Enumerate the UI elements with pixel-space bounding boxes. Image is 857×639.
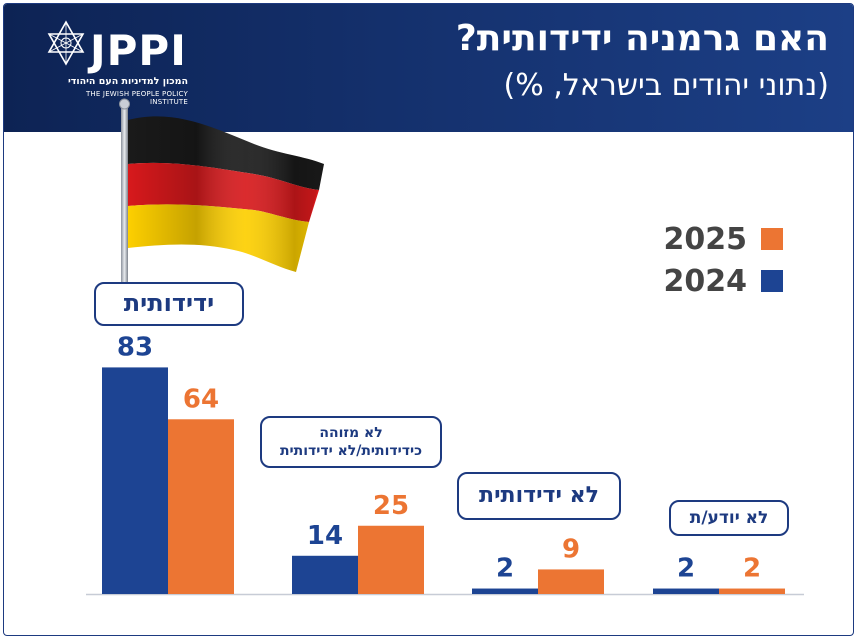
bar-2025-cat2 — [358, 525, 424, 594]
chart-title: האם גרמניה ידידותית? — [455, 18, 829, 59]
value-label-2024-cat2: 14 — [307, 521, 343, 551]
bar-2025-cat3 — [538, 569, 604, 594]
bar-2024-cat3 — [472, 588, 538, 594]
bar-2025-cat1 — [168, 419, 234, 594]
value-label-2024-cat1: 83 — [117, 332, 153, 362]
header-banner: JPPI המכון למדיניות העם היהודי THE JEWIS… — [4, 4, 853, 132]
legend-swatch-2025 — [761, 228, 783, 250]
legend-label-2024: 2024 — [663, 264, 748, 299]
category-label-box-2: לא מזוהה כידידותית/לא ידידותית — [260, 416, 442, 468]
bar-2024-cat2 — [292, 555, 358, 594]
category-label-box-3: לא ידידותית — [457, 472, 621, 520]
logo-hebrew-name: המכון למדיניות העם היהודי — [67, 76, 188, 87]
logo-wordmark: JPPI — [90, 26, 187, 75]
bar-2025-cat4 — [719, 588, 785, 594]
legend-swatch-2024 — [761, 270, 783, 292]
value-label-2025-cat2: 25 — [373, 491, 409, 521]
category-label-box-4: לא יודע/ת — [669, 500, 789, 536]
german-flag-icon — [119, 98, 324, 284]
value-label-2025-cat4: 2 — [743, 554, 761, 584]
bar-2024-cat1 — [102, 367, 168, 594]
infographic-frame: JPPI המכון למדיניות העם היהודי THE JEWIS… — [3, 3, 854, 636]
bar-chart: 83 14 2 2 64 25 9 2 — [86, 332, 804, 596]
jppi-logo: JPPI המכון למדיניות העם היהודי THE JEWIS… — [46, 20, 196, 106]
bar-2024-cat4 — [653, 588, 719, 594]
category-label-text: לא יודע/ת — [689, 507, 769, 528]
value-label-2024-cat3: 2 — [496, 554, 514, 584]
legend-item-2025: 2025 — [623, 222, 783, 258]
logo-english-name: THE JEWISH PEOPLE POLICY INSTITUTE — [85, 90, 188, 106]
chart-subtitle: (נתוני יהודים בישראל, %) — [503, 68, 829, 103]
value-label-2024-cat4: 2 — [677, 554, 695, 584]
value-label-2025-cat3: 9 — [562, 534, 580, 564]
category-label-text: לא ידידותית — [479, 482, 599, 508]
category-label-text: לא מזוהה — [319, 424, 383, 441]
value-label-2025-cat1: 64 — [183, 384, 219, 414]
category-label-text: כידידותית/לא ידידותית — [279, 443, 423, 459]
legend-label-2025: 2025 — [663, 222, 748, 257]
legend-item-2024: 2024 — [623, 264, 783, 300]
category-label-box-1: ידידותית — [94, 282, 244, 326]
category-label-text: ידידותית — [123, 289, 215, 318]
star-of-david-icon — [47, 20, 85, 66]
